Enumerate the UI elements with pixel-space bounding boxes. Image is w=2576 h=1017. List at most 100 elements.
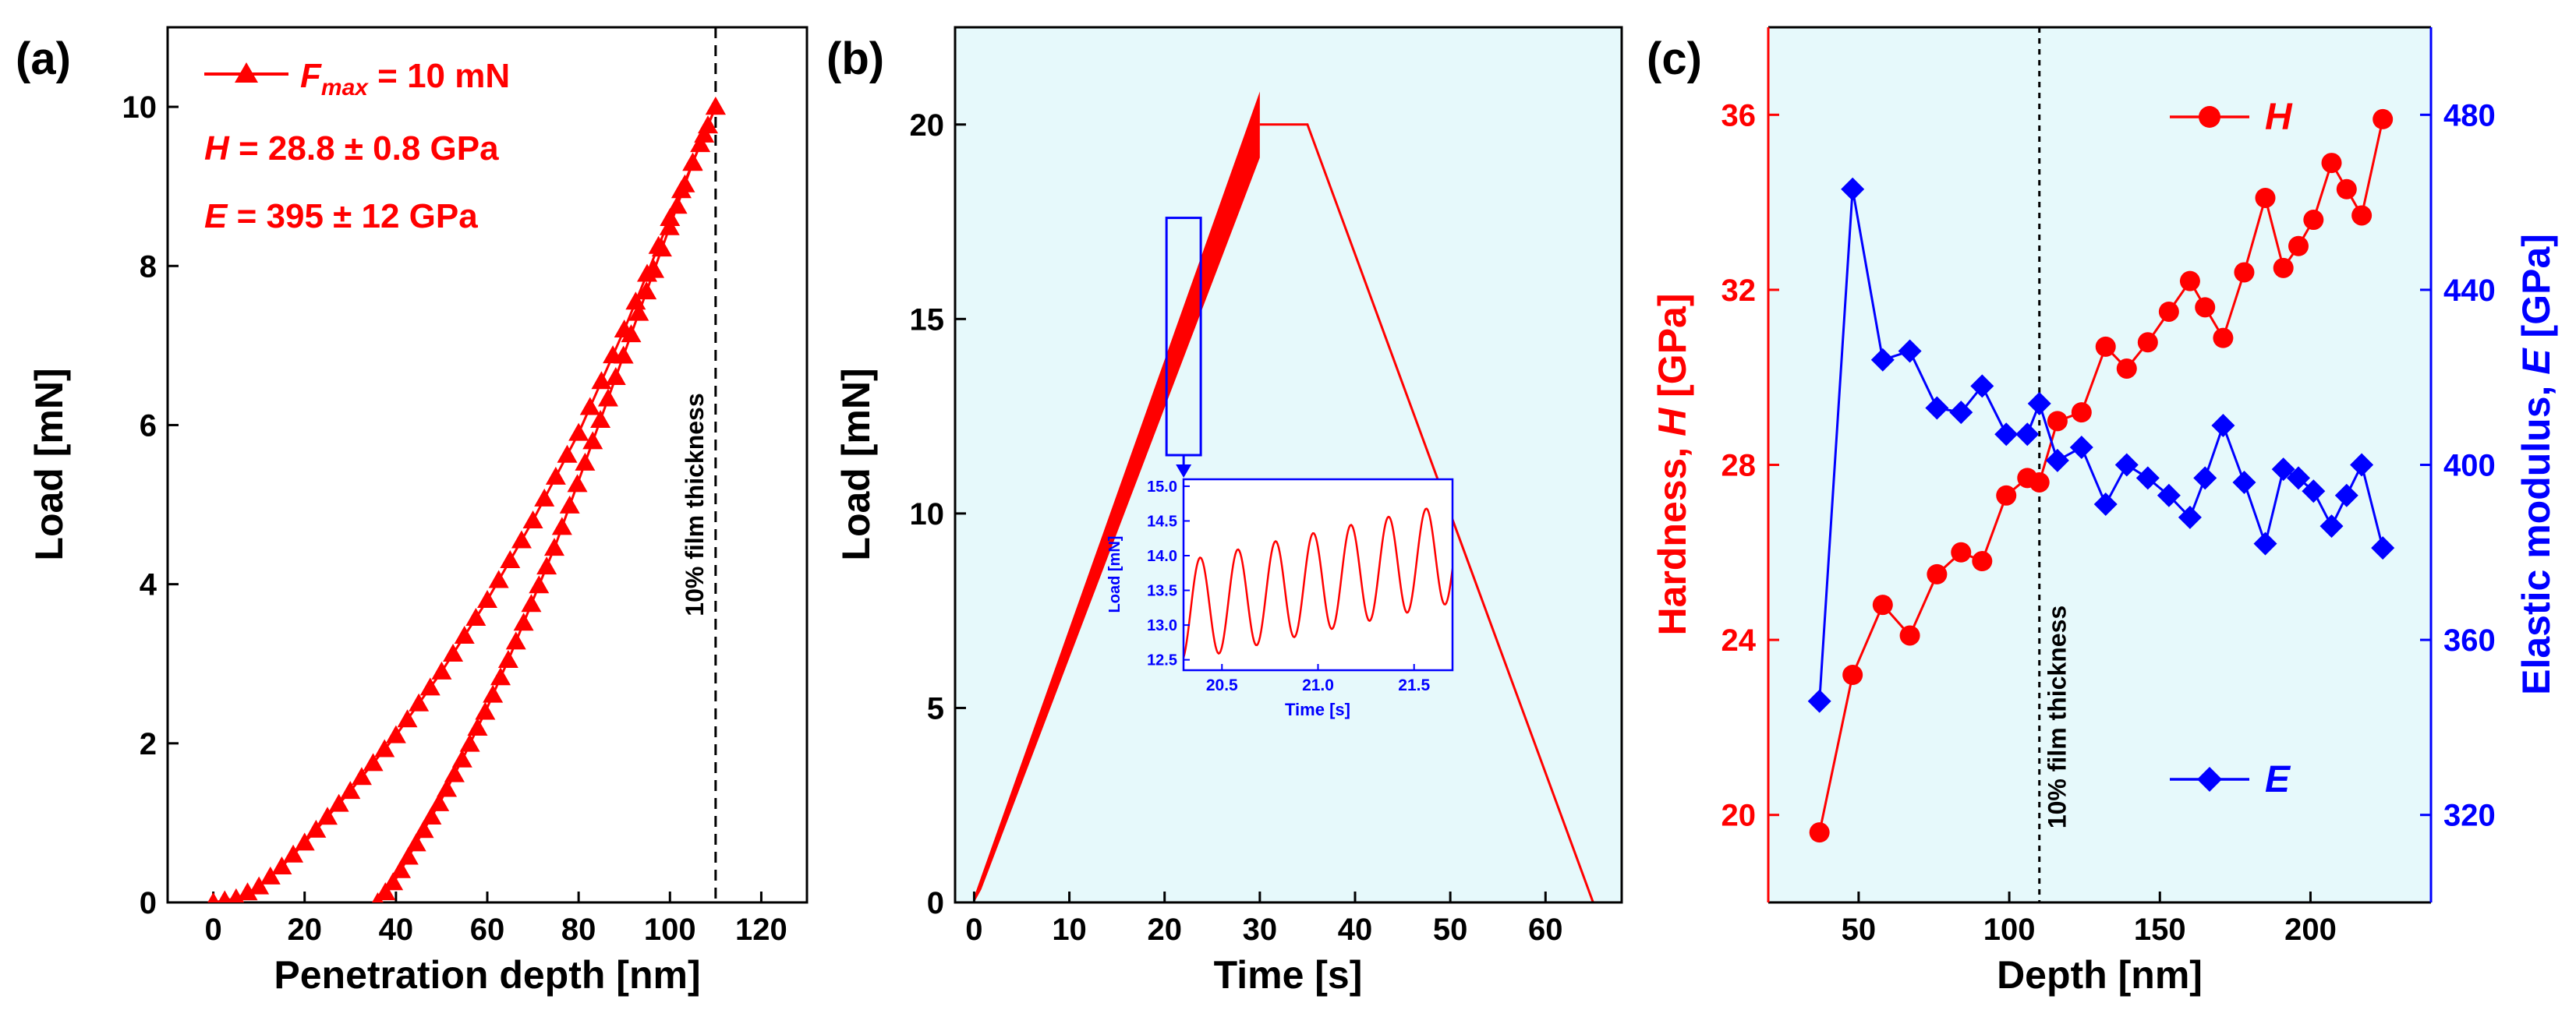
- series-loading-marker: [443, 643, 464, 662]
- series-H-point: [2303, 210, 2324, 231]
- series-unloading-marker: [682, 153, 703, 171]
- left-y-tick-label: 36: [1721, 98, 1757, 132]
- series-H-point: [2095, 336, 2116, 357]
- series-unloading-marker: [613, 345, 634, 364]
- film-thickness-label: 10% film thickness: [2043, 606, 2072, 828]
- x-tick-label: 60: [1528, 913, 1563, 947]
- series-H-point: [2029, 471, 2050, 493]
- panel-a-legend: Fmax = 10 mN H = 28.8 ± 0.8 GPa E = 395 …: [204, 57, 510, 235]
- panel-b-label: (b): [826, 34, 884, 84]
- series-E-point: [1994, 422, 2019, 447]
- series-unloading-marker: [413, 820, 434, 839]
- series-loading-marker: [271, 856, 292, 875]
- series-E-point: [2334, 483, 2358, 507]
- panel-a-series: [207, 97, 726, 902]
- panel-c-series: [1807, 108, 2395, 843]
- series-unloading-marker: [398, 846, 419, 865]
- legend-h-marker: [2199, 106, 2220, 128]
- panel-b-ylabel: Load [mN]: [834, 368, 878, 560]
- series-loading-marker: [317, 807, 338, 825]
- x-tick-label: 120: [735, 913, 787, 947]
- panel-a-xlabel: Penetration depth [nm]: [274, 953, 700, 997]
- series-loading-marker: [660, 208, 681, 227]
- x-tick-label: 0: [204, 913, 221, 947]
- series-unloading-marker: [505, 631, 526, 650]
- inset-background: [1184, 479, 1453, 670]
- series-unloading-marker: [429, 793, 450, 811]
- series-E-point: [2371, 536, 2395, 560]
- series-loading-marker: [431, 661, 452, 680]
- inset-x-tick-label: 21.0: [1302, 676, 1334, 694]
- x-tick-label: 50: [1842, 913, 1877, 947]
- series-loading-marker: [557, 444, 578, 463]
- panel-c-reference-line: 10% film thickness: [2038, 27, 2072, 902]
- series-loading-marker: [374, 739, 395, 757]
- series-unloading-marker: [582, 431, 603, 450]
- series-H-point: [1996, 485, 2017, 506]
- series-loading-marker: [306, 819, 327, 838]
- series-E-point: [2287, 466, 2310, 490]
- left-y-tick-label: 32: [1721, 274, 1757, 308]
- series-unloading-marker: [467, 718, 488, 736]
- series-unloading-marker: [621, 324, 642, 343]
- series-loading-marker: [568, 422, 589, 441]
- series-H-point: [1972, 551, 1993, 572]
- series-H-point: [2273, 257, 2294, 278]
- panel-c-legend: H E: [2170, 97, 2293, 800]
- y-tick-label: 20: [910, 108, 945, 143]
- panel-c-ylabel-left: Hardness, H [GPa]: [1651, 293, 1694, 635]
- film-thickness-label: 10% film thickness: [681, 393, 709, 616]
- x-tick-label: 30: [1243, 913, 1278, 947]
- y-tick-label: 0: [140, 886, 157, 920]
- y-tick-label: 10: [122, 90, 157, 125]
- series-E-point: [2178, 505, 2202, 529]
- highlight-arrow-head: [1176, 464, 1192, 478]
- x-tick-label: 10: [1052, 913, 1087, 947]
- panel-c-ylabel-right: Elastic modulus, E [GPa]: [2514, 234, 2558, 695]
- series-H-point: [1872, 595, 1893, 616]
- x-tick-label: 200: [2284, 913, 2337, 947]
- series-loading-marker: [409, 693, 430, 712]
- series-unloading-marker: [543, 538, 564, 556]
- legend-e-marker: [2197, 767, 2222, 792]
- series-E-point: [2045, 448, 2069, 472]
- inset-y-tick-label: 14.5: [1147, 513, 1177, 530]
- legend-fmax: Fmax = 10 mN: [300, 57, 510, 101]
- series-H-point: [2255, 187, 2276, 208]
- series-unloading-marker: [659, 217, 680, 235]
- series-unloading-marker: [483, 684, 504, 703]
- series-E-point: [2135, 466, 2160, 490]
- x-tick-label: 100: [1983, 913, 2036, 947]
- series-loading-marker: [363, 753, 384, 772]
- series-loading-marker: [419, 677, 441, 696]
- series-H-point: [2137, 332, 2158, 353]
- left-y-tick-label: 24: [1721, 623, 1757, 658]
- series-H-line: [1818, 118, 2384, 833]
- right-y-tick-label: 480: [2443, 98, 2496, 132]
- series-H-point: [2336, 178, 2357, 200]
- legend-triangle-marker: [235, 62, 258, 83]
- series-H-point: [2373, 108, 2394, 129]
- y-tick-label: 15: [910, 302, 945, 337]
- series-loading-marker: [579, 397, 600, 415]
- series-H-point: [2179, 270, 2200, 291]
- annotation-hardness: H = 28.8 ± 0.8 GPa: [204, 129, 499, 168]
- x-tick-label: 50: [1433, 913, 1468, 947]
- panel-b: 0 10 20 30 40 50 60 0 5 10 15 20 (b) Load [mN] Time…: [826, 26, 1623, 997]
- right-y-tick-label: 320: [2443, 799, 2496, 833]
- inset-x-tick-label: 21.5: [1398, 676, 1430, 694]
- inset-y-tick-label: 12.5: [1147, 652, 1177, 669]
- series-unloading-marker: [444, 764, 465, 782]
- left-y-tick-label: 28: [1721, 449, 1757, 483]
- y-tick-label: 2: [140, 727, 157, 761]
- panel-c-ticks: 50 100 150 200 20 24 28 32 36 320 360 400 440 480: [1721, 98, 2496, 947]
- panel-a-ylabel: Load [mN]: [27, 368, 71, 560]
- panel-c-label: (c): [1647, 34, 1702, 84]
- series-unloading-marker: [551, 517, 572, 535]
- series-E-point: [2114, 453, 2139, 477]
- series-loading-marker: [534, 488, 555, 507]
- series-unloading-marker: [559, 495, 580, 514]
- y-tick-label: 0: [927, 886, 944, 920]
- panel-b-ticks: 0 10 20 30 40 50 60 0 5 10 15 20: [910, 108, 1563, 947]
- series-loading-marker: [207, 892, 219, 902]
